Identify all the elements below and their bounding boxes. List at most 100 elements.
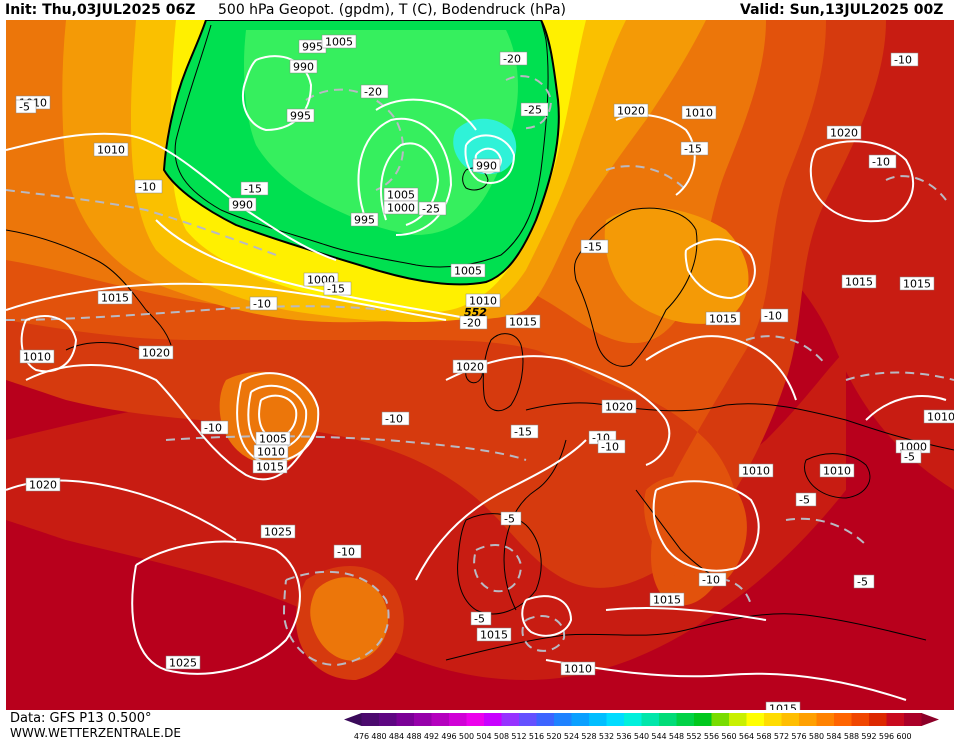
isobar-line <box>236 372 320 464</box>
isobar-label-text: 1005 <box>325 36 353 49</box>
scale-swatch <box>606 713 625 726</box>
isobar-label-text: 1010 <box>23 351 51 364</box>
isobar-label-text: 1020 <box>830 127 858 140</box>
black-sea-coast <box>804 453 871 499</box>
isobar-line <box>6 132 337 261</box>
isobar-label-text: 995 <box>354 214 375 227</box>
isobar-label-text: 1010 <box>97 144 125 157</box>
isobar-label-text: 995 <box>290 110 311 123</box>
isotherm-label-box <box>868 154 897 169</box>
isobar-label-box <box>705 311 741 326</box>
scale-swatch <box>886 713 905 726</box>
isobar-label-box <box>465 293 501 308</box>
scale-swatch <box>869 713 887 726</box>
scale-label: 476 <box>354 732 369 741</box>
isotherm-label-text: -10 <box>894 54 912 67</box>
scale-arrow-low <box>344 713 362 726</box>
isobar-label: 995 <box>298 39 327 54</box>
isotherm-line <box>473 544 523 593</box>
isotherm-label-text: -10 <box>138 181 156 194</box>
scale-swatch <box>764 713 782 726</box>
isobar-label: 1010 <box>560 661 596 676</box>
isobar-label-box <box>25 477 61 492</box>
isotherm-line <box>605 165 687 191</box>
isotherm-line <box>845 371 954 381</box>
isotherm-label-box <box>240 181 269 196</box>
isotherm-label-box <box>500 511 522 526</box>
isotherm-label: -5 <box>900 449 922 464</box>
isobar-label-text: 1010 <box>927 411 954 424</box>
height-band-orange <box>310 577 389 661</box>
scale-swatch <box>746 713 765 726</box>
isobar-line <box>6 282 447 321</box>
isobar-label-box <box>899 276 935 291</box>
isobar-label-box <box>165 655 201 670</box>
isotherm-label-text: -20 <box>364 86 382 99</box>
isobar-label: 995 <box>350 212 379 227</box>
scale-label: 548 <box>669 732 684 741</box>
isobar-lines <box>6 55 947 701</box>
isobar-label-box <box>289 59 318 74</box>
isobar-label-text: 1015 <box>903 278 931 291</box>
isobar-label-box <box>765 701 801 710</box>
isotherm-label: -25 <box>418 201 447 216</box>
height-contour-label: 552 <box>464 306 487 319</box>
height-band-red_orange <box>644 475 747 584</box>
isobar-label-box <box>321 34 357 49</box>
isobar-line <box>809 140 915 223</box>
isotherm-label-box <box>580 239 609 254</box>
isobar-label: 1020 <box>25 477 61 492</box>
isotherm-line <box>6 189 277 256</box>
isotherm-label-box <box>459 315 488 330</box>
scale-label: 492 <box>424 732 439 741</box>
isobar-label: 1020 <box>138 345 174 360</box>
isobar-label: 1000 <box>383 200 419 215</box>
scandinavia-coast <box>574 207 698 367</box>
scale-label: 552 <box>686 732 701 741</box>
isobar-label-box <box>252 459 288 474</box>
isotherm-label-text: -10 <box>764 310 782 323</box>
isobar-line <box>445 355 671 466</box>
isobar-label: 1010 <box>738 463 774 478</box>
isotherm-label: -5 <box>853 574 875 589</box>
isotherm-label-box <box>680 141 709 156</box>
isobar-label-text: 1015 <box>480 629 508 642</box>
isobar-line <box>247 384 308 452</box>
scale-label: 520 <box>546 732 561 741</box>
isotherm-line <box>6 305 387 321</box>
isobar-line <box>131 540 301 675</box>
scale-label: 512 <box>511 732 526 741</box>
isotherm-label: -10 <box>333 544 362 559</box>
isobar-label: 1025 <box>165 655 201 670</box>
isobar-label: 1015 <box>252 459 288 474</box>
isotherm-label: -10 <box>698 572 727 587</box>
scale-label: 480 <box>371 732 386 741</box>
isobar-label: 1020 <box>452 359 488 374</box>
isobar-label-box <box>260 524 296 539</box>
isobar-label: 1015 <box>705 311 741 326</box>
scale-label: 536 <box>616 732 631 741</box>
isobar-label-box <box>841 274 877 289</box>
isotherm-label: -5 <box>15 99 37 114</box>
isotherm-label: -10 <box>868 154 897 169</box>
isobar-line <box>155 219 477 321</box>
isotherm-label-box <box>890 52 919 67</box>
scale-swatch <box>904 713 922 726</box>
isobar-line <box>605 607 767 621</box>
isobar-label-text: 1020 <box>456 361 484 374</box>
scale-swatch <box>729 713 747 726</box>
isotherm-label: -25 <box>520 102 549 117</box>
greenland-coast <box>174 20 549 268</box>
isobar-label-box <box>826 125 862 140</box>
isotherm-label-box <box>323 281 352 296</box>
isobar-line <box>652 480 760 572</box>
scale-swatch <box>624 713 642 726</box>
isotherm-label: -10 <box>597 439 626 454</box>
isobar-line <box>375 98 477 131</box>
isotherm-label-box <box>15 99 37 114</box>
isotherm-label-text: -5 <box>904 451 915 464</box>
isobar-label-text: 990 <box>476 160 497 173</box>
isobar-label-text: 1005 <box>259 433 287 446</box>
